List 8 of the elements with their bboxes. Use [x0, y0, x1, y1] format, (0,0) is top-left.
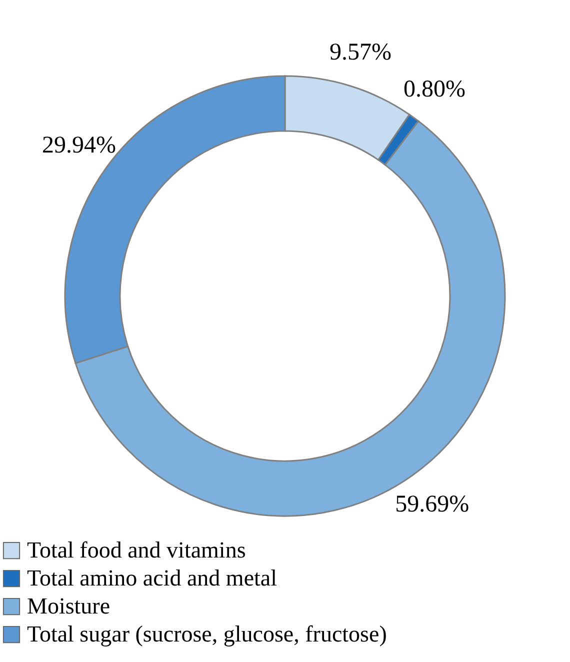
legend-label: Moisture	[27, 594, 110, 618]
legend-label: Total sugar (sucrose, glucose, fructose)	[27, 622, 387, 646]
legend-label: Total amino acid and metal	[27, 566, 278, 590]
data-label: 29.94%	[42, 132, 116, 159]
data-label: 59.69%	[395, 491, 470, 518]
legend-label: Total food and vitamins	[27, 538, 246, 562]
data-label: 0.80%	[403, 76, 466, 102]
data-label: 9.57%	[330, 39, 392, 66]
